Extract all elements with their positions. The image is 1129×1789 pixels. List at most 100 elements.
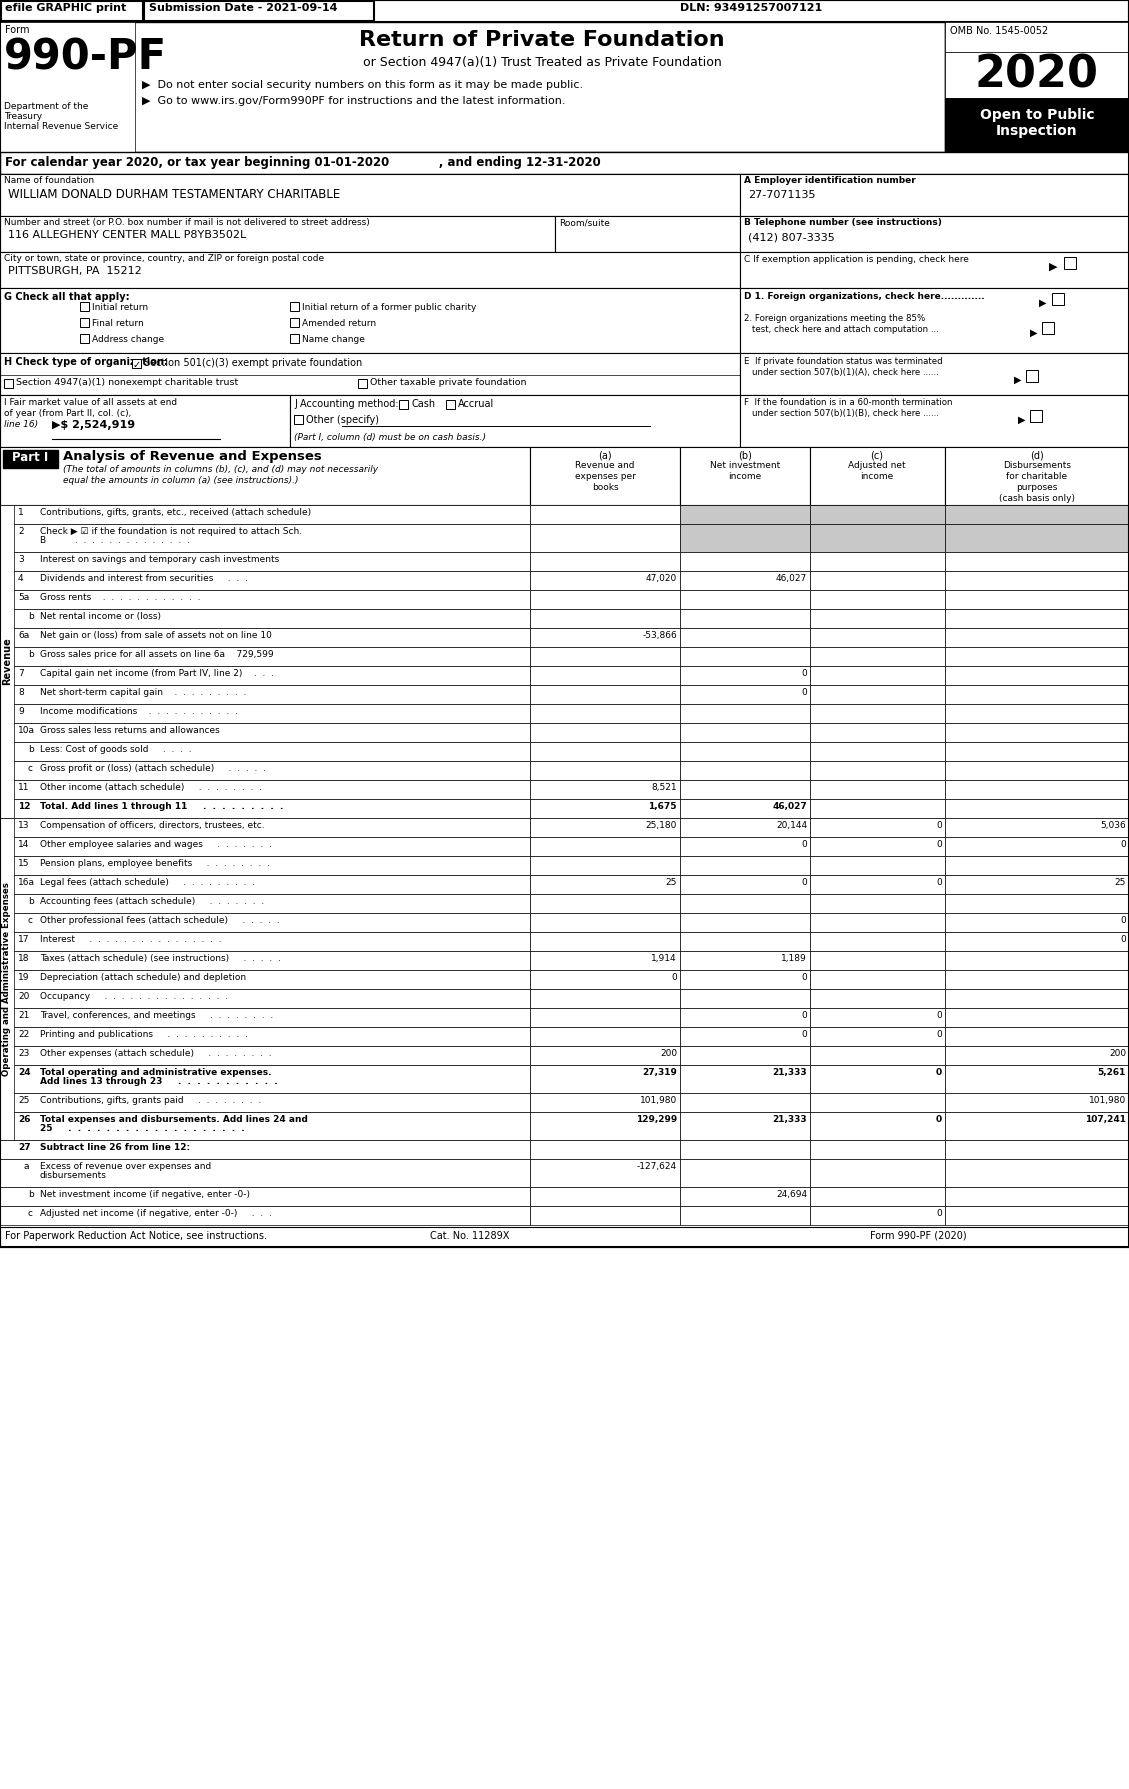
Bar: [809, 1047, 945, 1064]
Bar: [0, 1093, 530, 1113]
Text: Pension plans, employee benefits     .  .  .  .  .  .  .  .: Pension plans, employee benefits . . . .…: [40, 859, 270, 868]
Bar: [680, 837, 809, 855]
Text: 0: 0: [802, 1011, 807, 1020]
Text: Taxes (attach schedule) (see instructions)     .  .  .  .  .: Taxes (attach schedule) (see instruction…: [40, 954, 281, 962]
Text: Submission Date - 2021-09-14: Submission Date - 2021-09-14: [149, 4, 338, 13]
Text: 0: 0: [1120, 841, 1126, 850]
Bar: [530, 685, 680, 705]
Text: Capital gain net income (from Part IV, line 2)    .  .  .: Capital gain net income (from Part IV, l…: [40, 669, 274, 678]
Bar: [0, 875, 530, 894]
Text: ▶  Do not enter social security numbers on this form as it may be made public.: ▶ Do not enter social security numbers o…: [142, 81, 583, 89]
Bar: [945, 98, 1129, 152]
Bar: [809, 855, 945, 875]
Text: (b): (b): [738, 451, 752, 460]
Bar: [555, 216, 739, 252]
Bar: [0, 608, 530, 628]
Text: C If exemption application is pending, check here: C If exemption application is pending, c…: [744, 256, 969, 265]
Text: F  If the foundation is in a 60-month termination: F If the foundation is in a 60-month ter…: [744, 397, 953, 408]
Text: ▶: ▶: [1018, 415, 1025, 426]
Text: Accrual: Accrual: [458, 399, 495, 410]
Text: 0: 0: [802, 689, 807, 698]
Bar: [809, 875, 945, 894]
Text: 17: 17: [18, 936, 29, 945]
Bar: [680, 705, 809, 723]
Bar: [530, 932, 680, 952]
Bar: [530, 666, 680, 685]
Bar: [809, 800, 945, 818]
Bar: [945, 1093, 1129, 1113]
Bar: [809, 1064, 945, 1093]
Bar: [945, 932, 1129, 952]
Text: 0: 0: [936, 1030, 942, 1039]
Bar: [0, 685, 530, 705]
Text: 2. Foreign organizations meeting the 85%: 2. Foreign organizations meeting the 85%: [744, 315, 926, 324]
Bar: [290, 318, 299, 327]
Bar: [0, 1047, 530, 1064]
Bar: [530, 608, 680, 628]
Bar: [739, 352, 1129, 395]
Text: 26: 26: [18, 1115, 30, 1123]
Text: efile GRAPHIC print: efile GRAPHIC print: [5, 4, 126, 13]
Bar: [809, 723, 945, 742]
Bar: [0, 553, 530, 571]
Bar: [680, 1140, 809, 1159]
Text: Add lines 13 through 23     .  .  .  .  .  .  .  .  .  .  .: Add lines 13 through 23 . . . . . . . . …: [40, 1077, 278, 1086]
Bar: [530, 553, 680, 571]
Bar: [0, 837, 530, 855]
Bar: [0, 216, 555, 252]
Text: 21,333: 21,333: [772, 1068, 807, 1077]
Bar: [945, 553, 1129, 571]
Text: 9: 9: [18, 707, 24, 716]
Text: under section 507(b)(1)(B), check here ......: under section 507(b)(1)(B), check here .…: [752, 410, 939, 419]
Text: 5,036: 5,036: [1101, 821, 1126, 830]
Bar: [945, 1159, 1129, 1186]
Bar: [809, 952, 945, 970]
Text: 13: 13: [18, 821, 29, 830]
Bar: [530, 1007, 680, 1027]
Text: Compensation of officers, directors, trustees, etc.: Compensation of officers, directors, tru…: [40, 821, 264, 830]
Bar: [0, 1007, 530, 1027]
Text: under section 507(b)(1)(A), check here ......: under section 507(b)(1)(A), check here .…: [752, 369, 938, 377]
Bar: [809, 780, 945, 800]
Text: 22: 22: [18, 1030, 29, 1039]
Bar: [945, 837, 1129, 855]
Text: Gross sales less returns and allowances: Gross sales less returns and allowances: [40, 726, 220, 735]
Bar: [0, 970, 530, 989]
Bar: [399, 401, 408, 410]
Bar: [945, 760, 1129, 780]
Bar: [0, 152, 1129, 174]
Text: 5,261: 5,261: [1097, 1068, 1126, 1077]
Text: 20,144: 20,144: [776, 821, 807, 830]
Bar: [809, 742, 945, 760]
Text: DLN: 93491257007121: DLN: 93491257007121: [680, 4, 822, 13]
Text: 8: 8: [18, 689, 24, 698]
Bar: [945, 608, 1129, 628]
Bar: [530, 855, 680, 875]
Text: ▶$ 2,524,919: ▶$ 2,524,919: [52, 420, 135, 429]
Bar: [680, 1159, 809, 1186]
Text: 0: 0: [802, 841, 807, 850]
Text: 0: 0: [1120, 936, 1126, 945]
Text: Form 990-PF (2020): Form 990-PF (2020): [870, 1231, 966, 1242]
Bar: [809, 705, 945, 723]
Bar: [680, 742, 809, 760]
Text: Legal fees (attach schedule)     .  .  .  .  .  .  .  .  .: Legal fees (attach schedule) . . . . . .…: [40, 878, 255, 887]
Text: 2: 2: [18, 528, 24, 537]
Bar: [530, 1093, 680, 1113]
Bar: [0, 932, 530, 952]
Bar: [1026, 370, 1038, 383]
Bar: [680, 875, 809, 894]
Bar: [945, 818, 1129, 837]
Text: (a): (a): [598, 451, 612, 460]
Text: Cat. No. 11289X: Cat. No. 11289X: [430, 1231, 509, 1242]
Bar: [530, 648, 680, 666]
Bar: [680, 666, 809, 685]
Text: 129,299: 129,299: [636, 1115, 677, 1123]
Text: 11: 11: [18, 784, 29, 793]
Text: 25: 25: [18, 1097, 29, 1106]
Bar: [680, 628, 809, 648]
Text: Interest     .  .  .  .  .  .  .  .  .  .  .  .  .  .  .  .: Interest . . . . . . . . . . . . . . . .: [40, 936, 221, 945]
Bar: [530, 1113, 680, 1140]
Bar: [945, 524, 1129, 553]
Bar: [945, 21, 1129, 152]
